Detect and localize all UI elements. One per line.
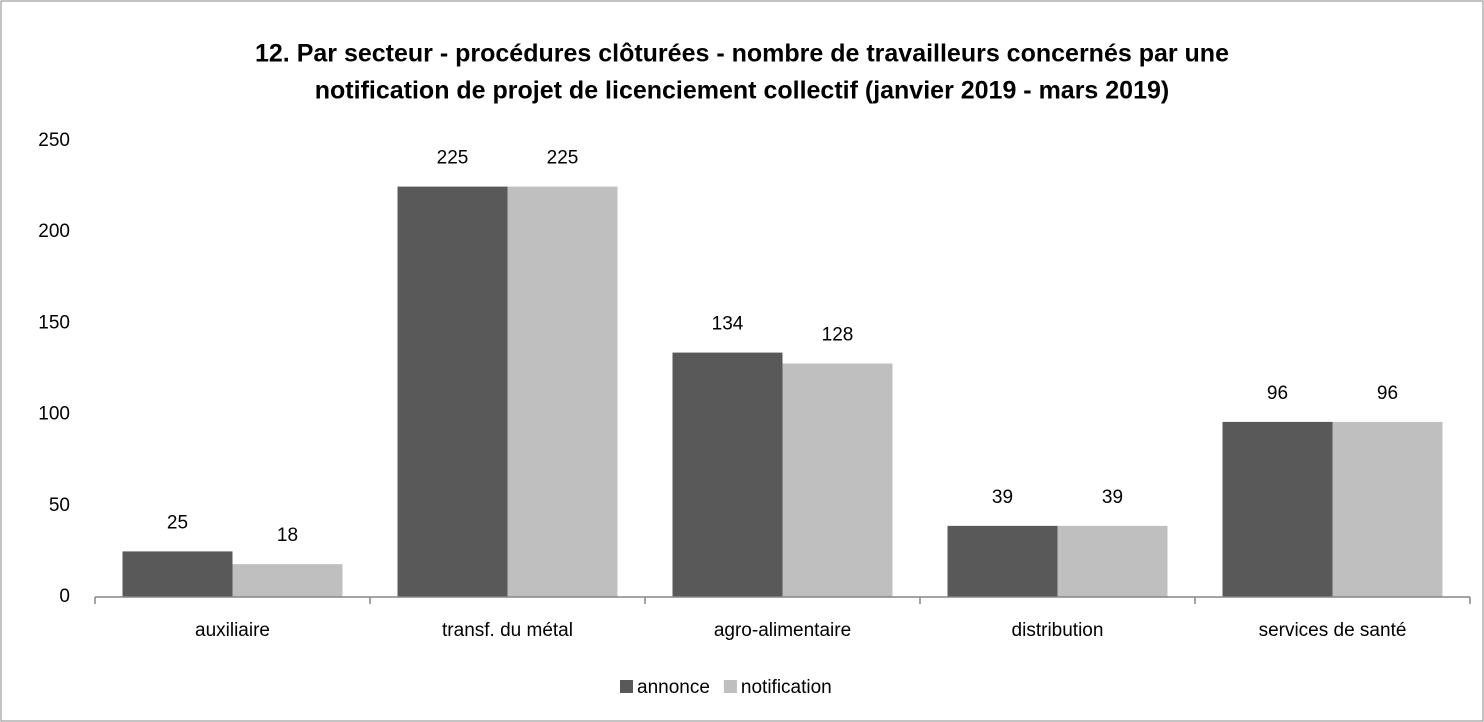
data-label: 128 — [822, 325, 854, 346]
chart-title: notification de projet de licenciement c… — [315, 77, 1169, 105]
legend-swatch — [620, 680, 633, 693]
bar — [232, 564, 343, 597]
data-label: 225 — [437, 148, 469, 169]
data-label: 39 — [992, 487, 1013, 508]
data-label: 96 — [1267, 383, 1288, 404]
bar — [947, 525, 1058, 597]
x-tick-label: transf. du métal — [442, 620, 573, 641]
data-label: 225 — [547, 148, 579, 169]
bar — [672, 352, 783, 597]
bar — [507, 186, 618, 597]
bar — [397, 186, 508, 597]
bar — [122, 551, 233, 597]
y-tick-label: 200 — [38, 221, 70, 242]
y-tick-label: 50 — [49, 495, 70, 516]
data-label: 18 — [277, 525, 298, 546]
bar — [1332, 421, 1443, 597]
bar — [1057, 525, 1168, 597]
legend-swatch — [723, 680, 737, 693]
x-tick-label: agro-alimentaire — [714, 620, 851, 641]
y-tick-label: 150 — [38, 312, 70, 333]
chart-title: 12. Par secteur - procédures clôturées -… — [255, 40, 1229, 68]
y-tick-label: 100 — [38, 404, 70, 425]
x-tick-label: auxiliaire — [195, 620, 270, 641]
data-label: 39 — [1102, 487, 1123, 508]
y-tick-label: 0 — [59, 586, 70, 607]
y-tick-label: 250 — [38, 130, 70, 151]
data-label: 96 — [1377, 383, 1398, 404]
bar — [782, 363, 893, 597]
x-tick-label: services de santé — [1259, 620, 1407, 641]
x-tick-label: distribution — [1012, 620, 1104, 641]
legend-label: annonce — [637, 677, 710, 698]
bar — [1222, 421, 1333, 597]
data-label: 25 — [167, 512, 188, 533]
data-label: 134 — [712, 314, 744, 335]
legend-label: notification — [741, 677, 832, 698]
